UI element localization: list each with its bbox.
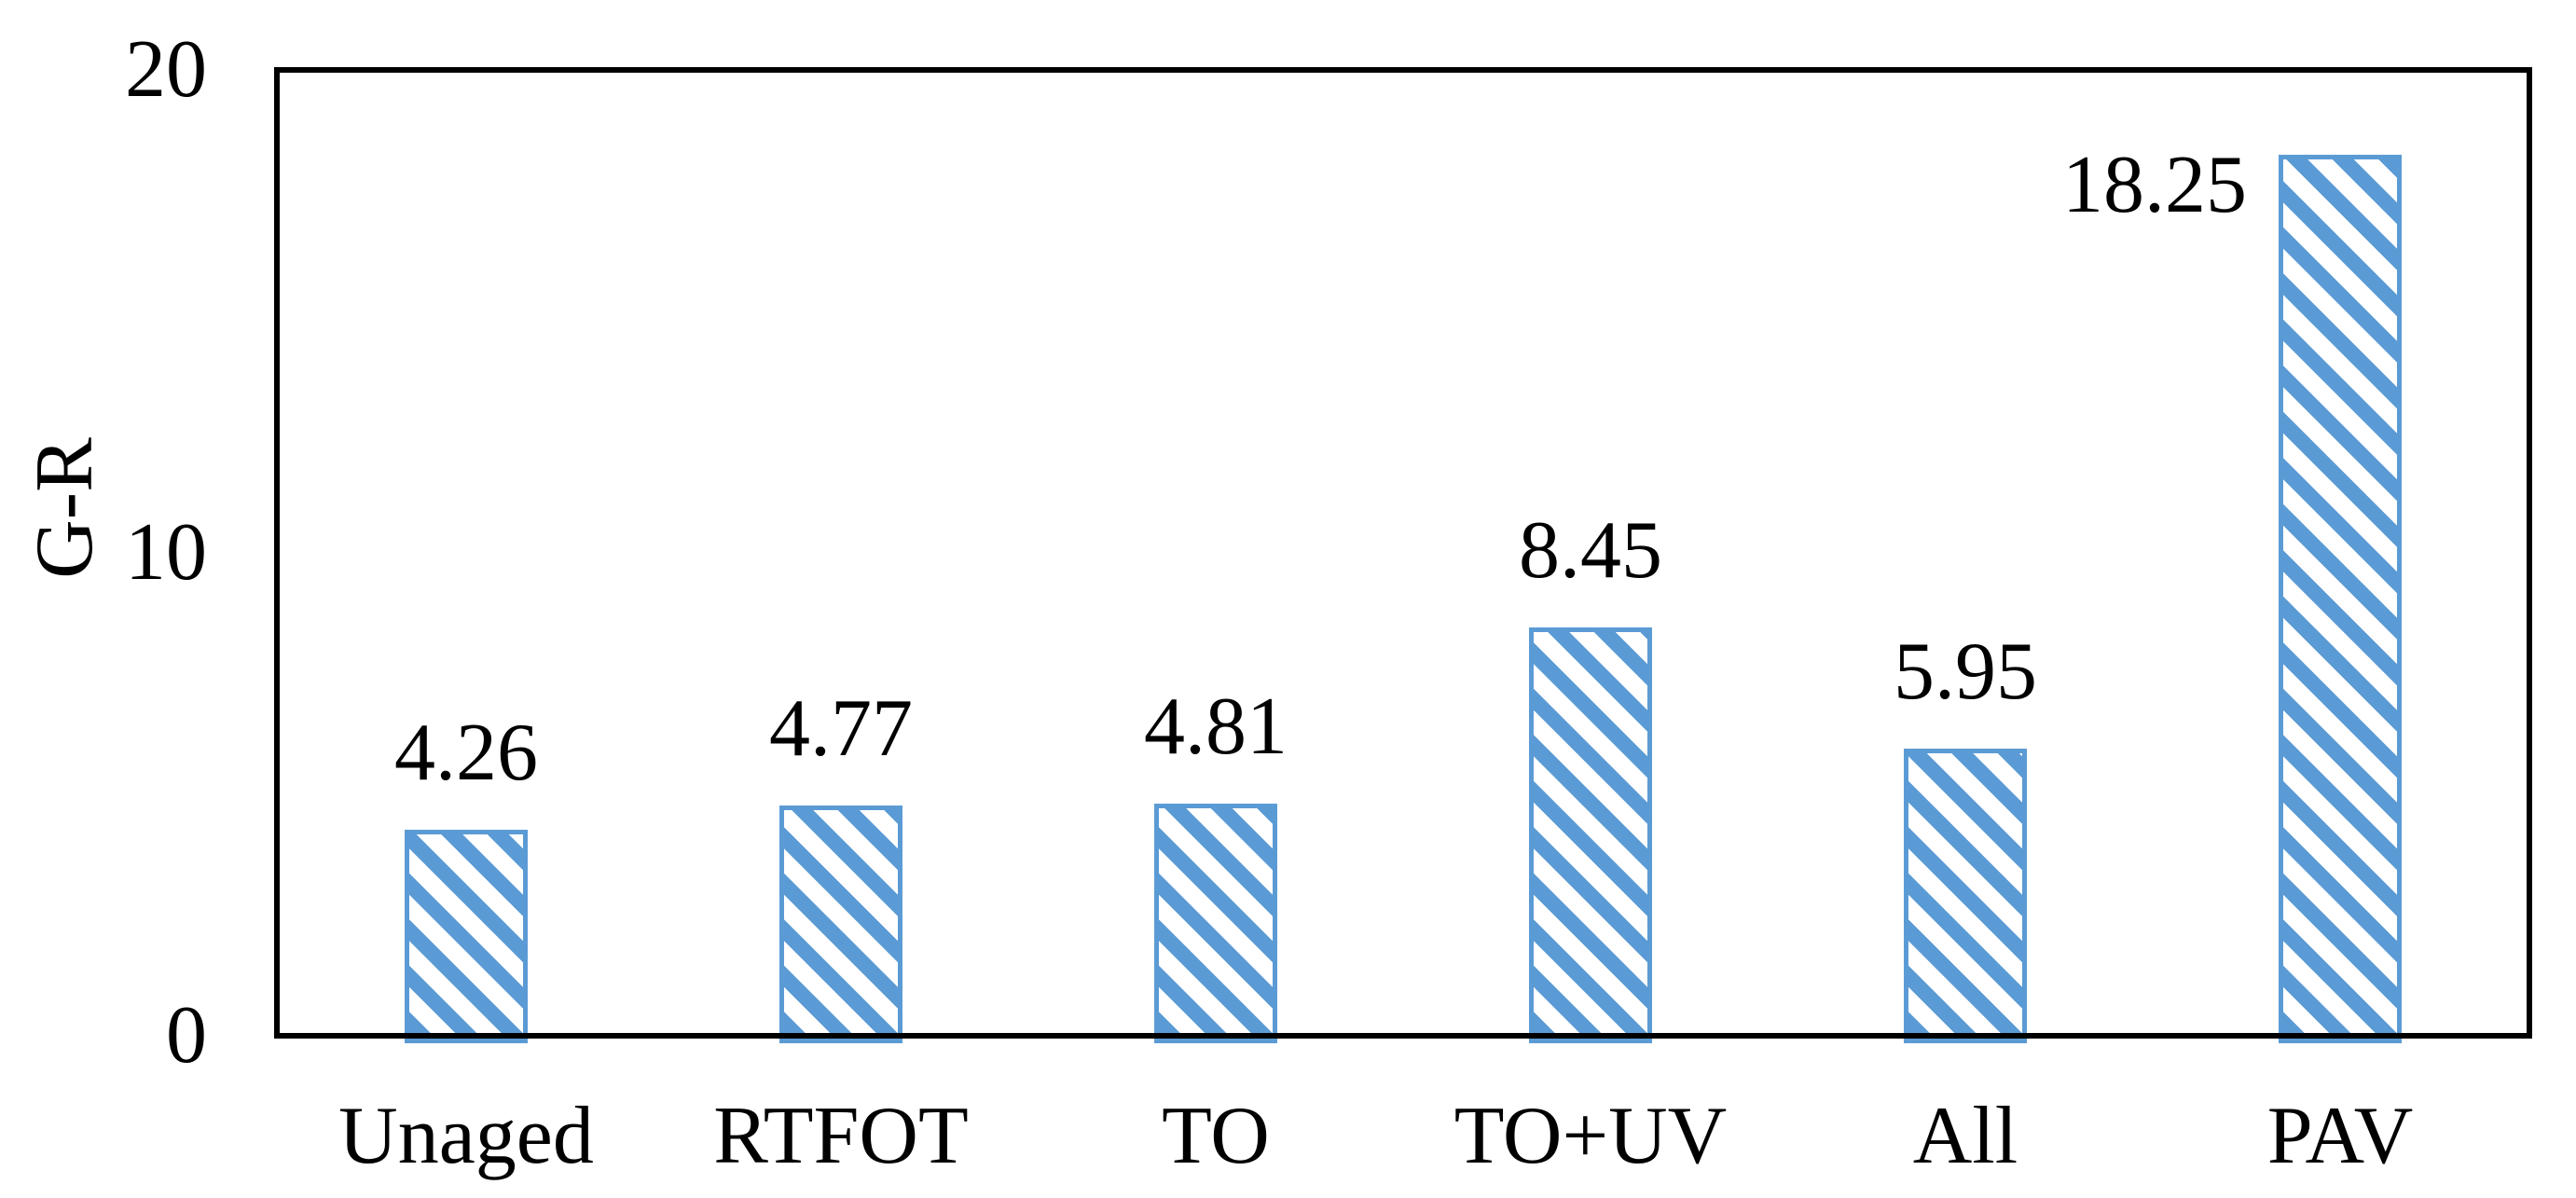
bar-rtfot xyxy=(779,805,902,1033)
bar-pav xyxy=(2279,154,2402,1033)
x-axis-label: RTFOT xyxy=(713,1091,969,1181)
y-axis-tick: 20 xyxy=(125,24,207,115)
bar-base-line xyxy=(405,1039,528,1043)
x-axis-label: TO xyxy=(1162,1091,1270,1181)
bar-base-line xyxy=(2279,1039,2402,1043)
bar-value-label: 4.26 xyxy=(394,708,538,799)
bar-value-label: 4.81 xyxy=(1144,681,1288,772)
bar-value-label: 4.77 xyxy=(769,682,913,774)
x-axis-label: All xyxy=(1912,1091,2018,1181)
y-axis-tick: 0 xyxy=(166,990,207,1081)
bar-value-label: 5.95 xyxy=(1894,626,2037,717)
x-axis-label: TO+UV xyxy=(1453,1091,1728,1181)
bar-value-label: 8.45 xyxy=(1519,505,1662,597)
bar-all xyxy=(1904,748,2027,1033)
x-axis-label: Unaged xyxy=(338,1091,594,1181)
plot-area xyxy=(274,67,2532,1039)
bar-to xyxy=(1154,803,1277,1033)
bar-base-line xyxy=(1529,1039,1652,1043)
bar-base-line xyxy=(1904,1039,2027,1043)
y-axis-tick: 10 xyxy=(125,507,207,598)
bar-to-uv xyxy=(1529,627,1652,1033)
bar-value-label: 18.25 xyxy=(2062,139,2247,230)
bar-unaged xyxy=(405,830,528,1033)
bar-base-line xyxy=(779,1039,902,1043)
x-axis-label: PAV xyxy=(2266,1091,2414,1181)
bar-base-line xyxy=(1154,1039,1277,1043)
